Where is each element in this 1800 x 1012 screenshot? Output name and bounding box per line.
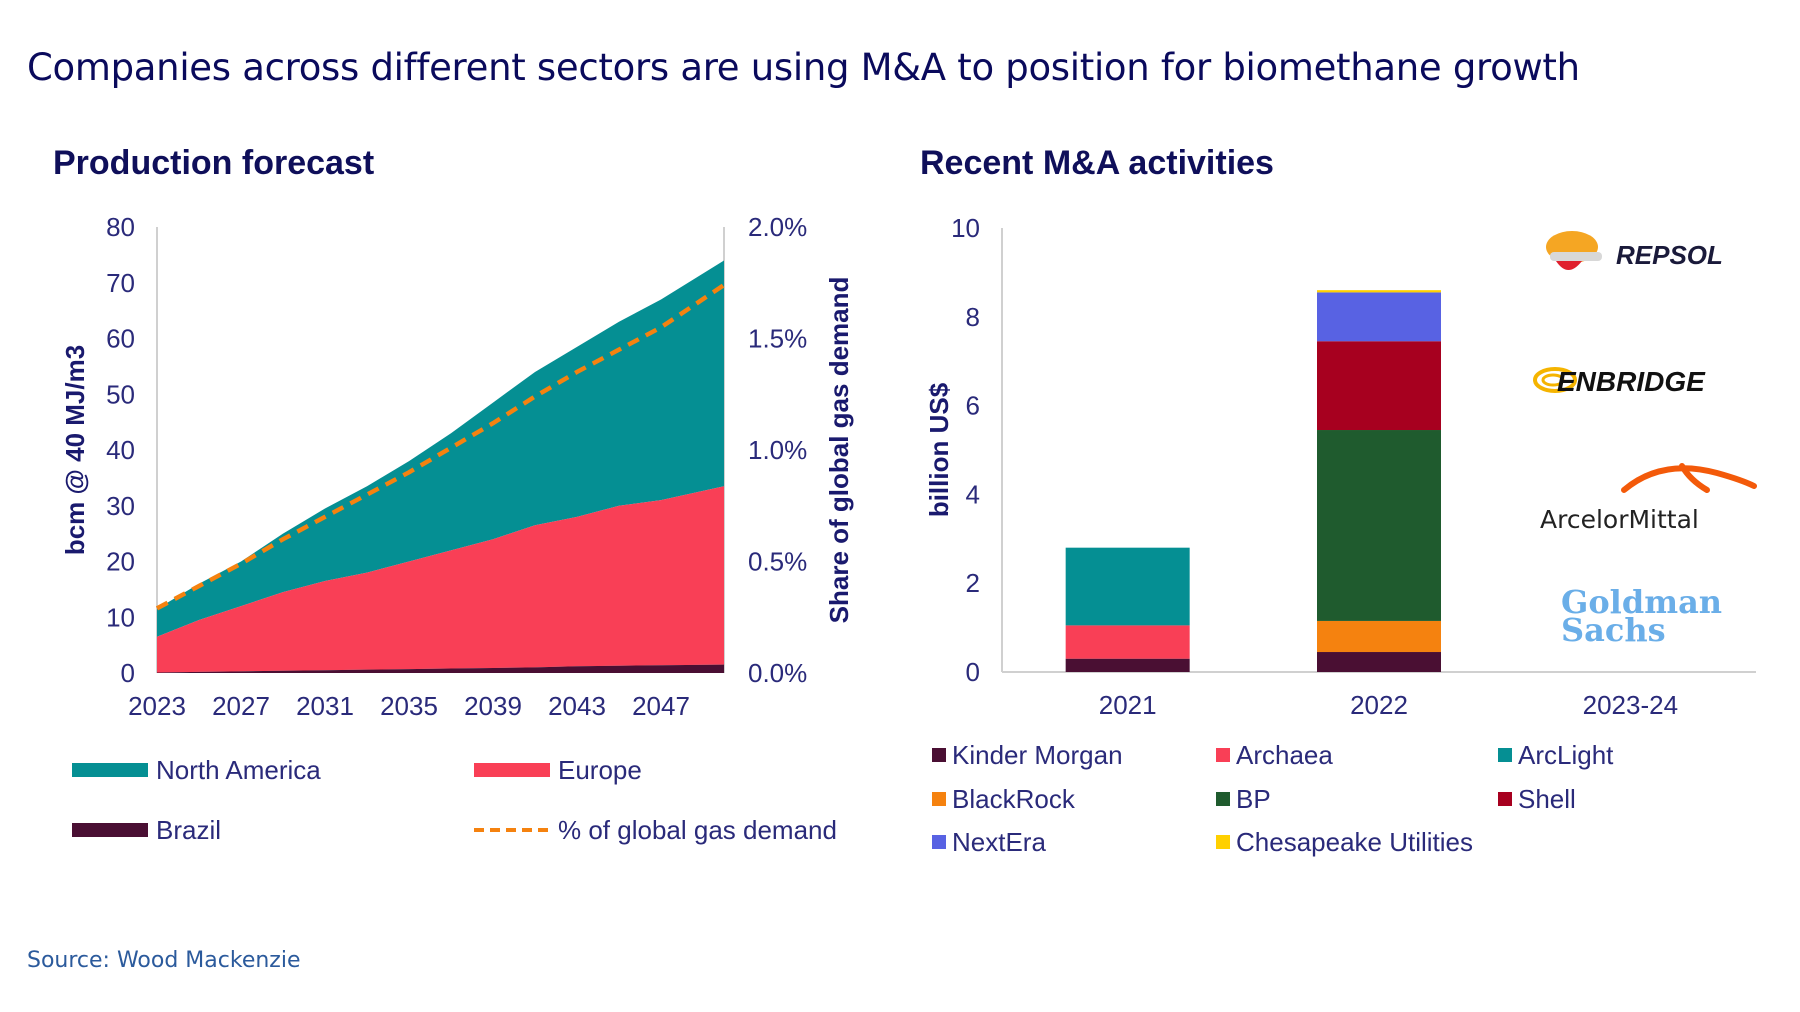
legend-label: Europe <box>558 755 642 785</box>
area-brazil <box>157 664 724 673</box>
legend-swatch-europe <box>474 763 550 777</box>
legend-label: BP <box>1236 784 1271 814</box>
legend-swatch-north-america <box>72 763 148 777</box>
y-tick-label: 6 <box>966 391 980 421</box>
legend-swatch-archaea <box>1216 748 1230 762</box>
area-europe <box>157 486 724 673</box>
x-tick-label: 2021 <box>1099 690 1157 720</box>
legend-swatch-nextera <box>932 835 946 849</box>
production-forecast-title: Production forecast <box>53 144 375 182</box>
y2-axis-title: Share of global gas demand <box>824 277 854 624</box>
bar-bp-2022 <box>1317 430 1441 621</box>
y-tick-label: 8 <box>966 302 980 332</box>
legend-label: Chesapeake Utilities <box>1236 827 1473 857</box>
ma-activities-title: Recent M&A activities <box>920 144 1274 182</box>
bar-kinder-morgan-2021 <box>1065 658 1190 672</box>
y2-tick-label: 2.0% <box>748 212 807 242</box>
arcelormittal-logo: ArcelorMittal <box>1532 448 1762 543</box>
bar-shell-2022 <box>1317 341 1441 431</box>
repsol-logo: REPSOL <box>1538 227 1758 282</box>
bar-chesapeake-2022 <box>1317 290 1441 293</box>
legend-label: % of global gas demand <box>558 815 837 845</box>
y-tick-label: 50 <box>106 379 135 409</box>
legend-label: North America <box>156 755 321 785</box>
legend-label: Shell <box>1518 784 1576 814</box>
arcelormittal-logo-text: ArcelorMittal <box>1540 505 1699 534</box>
legend-label: Kinder Morgan <box>952 740 1123 770</box>
y2-tick-label: 1.0% <box>748 435 807 465</box>
y-tick-label: 0 <box>121 658 135 688</box>
x-tick-label: 2047 <box>632 691 690 721</box>
bar-archaea-2021 <box>1065 625 1190 659</box>
x-tick-label: 2027 <box>212 691 270 721</box>
legend-label: Archaea <box>1236 740 1333 770</box>
legend-label: Brazil <box>156 815 221 845</box>
y-tick-label: 10 <box>951 213 980 243</box>
y-axis-title: bcm @ 40 MJ/m3 <box>60 345 90 555</box>
goldman-sachs-logo: Goldman Sachs <box>1561 583 1723 649</box>
x-tick-label: 2039 <box>464 691 522 721</box>
goldman-sachs-logo-line1: Goldman <box>1561 583 1723 621</box>
enbridge-logo-text: ENBRIDGE <box>1557 366 1706 397</box>
y-tick-label: 2 <box>966 568 980 598</box>
bar-blackrock-2022 <box>1317 620 1441 653</box>
y-tick-label: 70 <box>106 268 135 298</box>
x-tick-label: 2031 <box>296 691 354 721</box>
x-tick-label: 2035 <box>380 691 438 721</box>
legend-label: ArcLight <box>1518 740 1614 770</box>
x-tick-label: 2022 <box>1350 690 1408 720</box>
y2-tick-label: 0.5% <box>748 547 807 577</box>
line-pct-global-gas-demand <box>155 283 726 611</box>
bar-nextera-2022 <box>1317 292 1441 342</box>
legend-swatch-brazil <box>72 823 148 837</box>
y-tick-label: 60 <box>106 324 135 354</box>
production-forecast-chart: 0 10 20 30 40 50 60 70 80 0.0% 0.5% 1.0% 1.5% 2.0% 202… <box>60 212 854 845</box>
bar-kinder-morgan-2022 <box>1317 652 1441 672</box>
legend-swatch-arclight <box>1498 748 1512 762</box>
y-tick-label: 20 <box>106 547 135 577</box>
ma-activities-chart: 2021 2022 2023-24 0 2 4 6 8 10 billion US$ Kinder … <box>924 213 1756 857</box>
y-tick-label: 10 <box>106 602 135 632</box>
y-tick-label: 0 <box>966 657 980 687</box>
legend-swatch-kinder-morgan <box>932 748 946 762</box>
legend-swatch-blackrock <box>932 792 946 806</box>
y-tick-label: 4 <box>966 479 980 509</box>
enbridge-logo: ENBRIDGE <box>1533 355 1753 410</box>
y-axis-title: billion US$ <box>924 382 954 517</box>
y-tick-label: 30 <box>106 491 135 521</box>
page-title: Companies across different sectors are u… <box>27 46 1580 89</box>
y2-tick-label: 1.5% <box>748 324 807 354</box>
legend-swatch-chesapeake <box>1216 835 1230 849</box>
y-tick-label: 80 <box>106 212 135 242</box>
y-tick-label: 40 <box>106 435 135 465</box>
legend-label: BlackRock <box>952 784 1076 814</box>
bar-arclight-2021 <box>1065 547 1190 626</box>
legend-swatch-bp <box>1216 792 1230 806</box>
source-note: Source: Wood Mackenzie <box>27 948 301 973</box>
x-tick-label: 2043 <box>548 691 606 721</box>
x-tick-label: 2023-24 <box>1583 690 1678 720</box>
x-tick-label: 2023 <box>128 691 186 721</box>
y2-tick-label: 0.0% <box>748 658 807 688</box>
legend-label: NextEra <box>952 827 1046 857</box>
area-north-america <box>157 260 724 637</box>
legend-swatch-shell <box>1498 792 1512 806</box>
repsol-logo-text: REPSOL <box>1616 240 1723 270</box>
goldman-sachs-logo-line2: Sachs <box>1561 611 1666 649</box>
